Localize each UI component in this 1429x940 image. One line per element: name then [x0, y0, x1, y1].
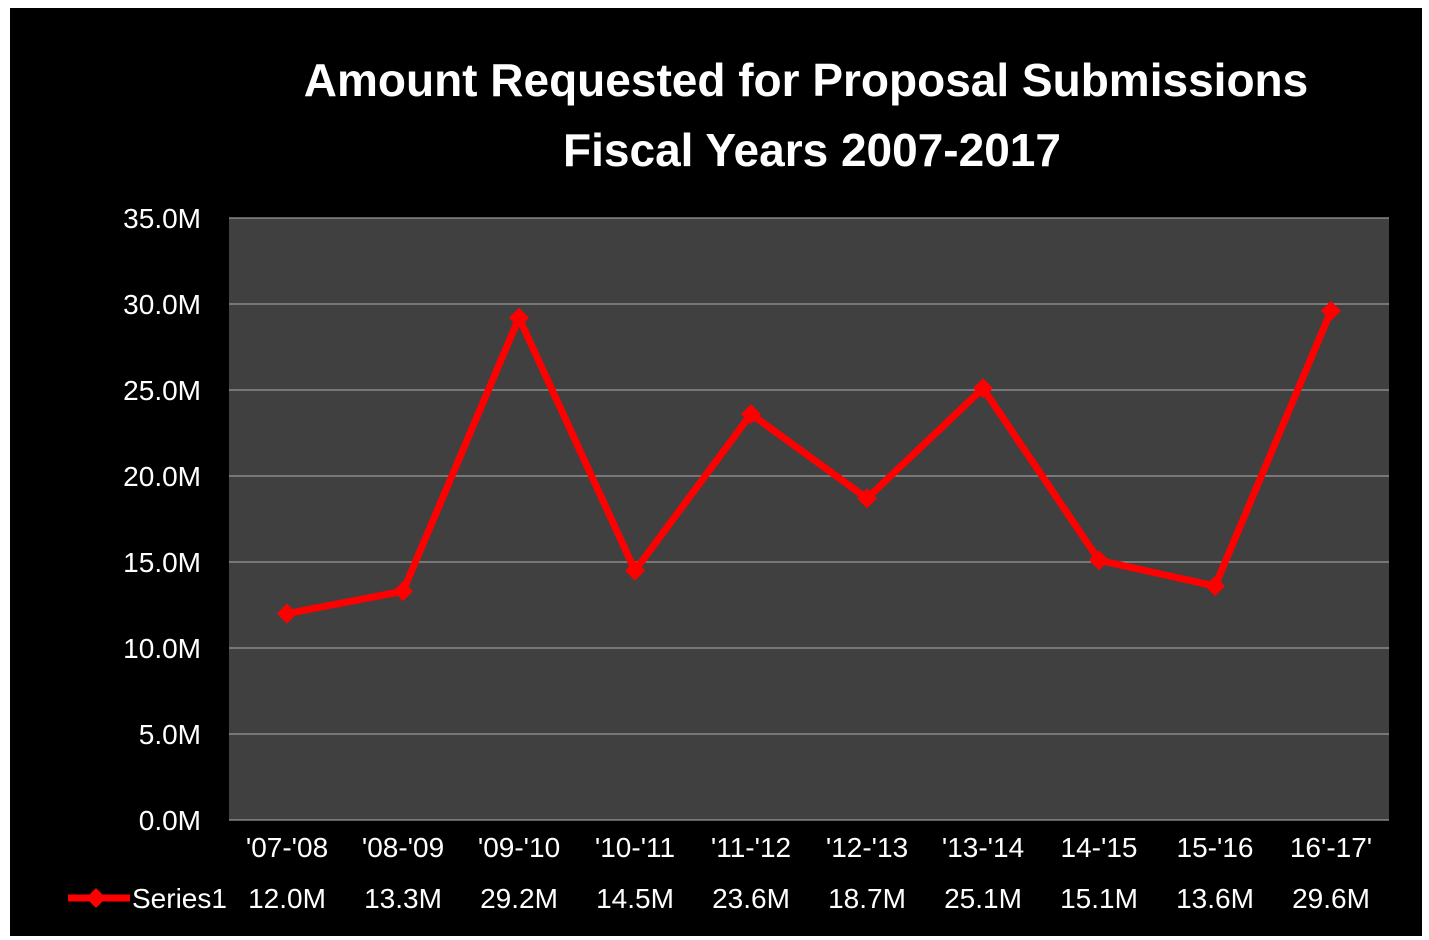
y-tick-label: 5.0M — [139, 719, 201, 750]
data-table: Series1 12.0M 13.3M 29.2M 14.5M 23.6M 18.7M 25.… — [68, 883, 1370, 914]
series-layer — [277, 300, 1341, 624]
data-table-value: 23.6M — [712, 883, 790, 914]
x-tick-label: '09-'10 — [478, 832, 560, 863]
data-table-value: 29.6M — [1292, 883, 1370, 914]
x-tick-label: '07-'08 — [246, 832, 328, 863]
y-axis-ticks: 0.0M 5.0M 10.0M 15.0M 20.0M 25.0M 30.0M 35.0M — [123, 203, 201, 836]
data-table-value: 18.7M — [828, 883, 906, 914]
legend-key-marker — [86, 888, 106, 908]
chart-frame: Amount Requested for Proposal Submission… — [10, 8, 1422, 936]
chart-title: Amount Requested for Proposal Submission… — [304, 54, 1308, 106]
data-point-marker — [1321, 300, 1341, 321]
x-tick-label: '12-'13 — [826, 832, 908, 863]
legend-series-name: Series1 — [132, 883, 227, 914]
x-axis-ticks: '07-'08 '08-'09 '09-'10 '10-'11 '11-'12 '12-'… — [246, 832, 1372, 863]
y-tick-label: 30.0M — [123, 289, 201, 320]
data-table-value: 13.3M — [364, 883, 442, 914]
data-table-value: 14.5M — [596, 883, 674, 914]
series-line — [283, 307, 1335, 618]
x-tick-label: '11-'12 — [711, 832, 791, 863]
data-point-marker — [857, 488, 877, 509]
data-table-value: 13.6M — [1176, 883, 1254, 914]
y-tick-label: 20.0M — [123, 461, 201, 492]
data-point-marker — [509, 307, 529, 328]
data-point-marker — [741, 404, 761, 425]
y-tick-label: 35.0M — [123, 203, 201, 234]
x-tick-label: 15-'16 — [1177, 832, 1254, 863]
x-tick-label: 14-'15 — [1061, 832, 1138, 863]
x-tick-label: 16'-17' — [1290, 832, 1372, 863]
data-point-marker — [1089, 550, 1109, 571]
data-point-marker — [973, 378, 993, 399]
y-tick-label: 0.0M — [139, 805, 201, 836]
line-chart: Amount Requested for Proposal Submission… — [68, 54, 1389, 914]
data-point-marker — [625, 560, 645, 581]
x-tick-label: '13-'14 — [942, 832, 1024, 863]
x-tick-label: '08-'09 — [362, 832, 444, 863]
y-tick-label: 15.0M — [123, 547, 201, 578]
data-point-marker — [277, 603, 297, 624]
data-table-value: 25.1M — [944, 883, 1022, 914]
gridlines — [229, 217, 1389, 821]
data-table-value: 29.2M — [480, 883, 558, 914]
y-tick-label: 25.0M — [123, 375, 201, 406]
data-table-value: 12.0M — [248, 883, 326, 914]
plot-area — [229, 218, 1389, 820]
data-table-value: 15.1M — [1060, 883, 1138, 914]
x-tick-label: '10-'11 — [595, 832, 675, 863]
y-tick-label: 10.0M — [123, 633, 201, 664]
data-point-marker — [393, 581, 413, 602]
chart-subtitle: Fiscal Years 2007-2017 — [563, 124, 1061, 176]
data-point-marker — [1205, 576, 1225, 597]
